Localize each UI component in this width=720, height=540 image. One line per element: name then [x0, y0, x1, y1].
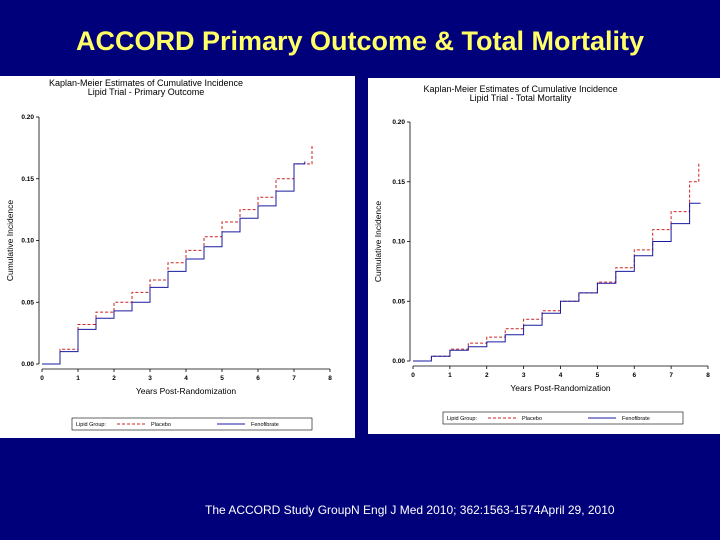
y-tick-label: 0.15	[21, 176, 34, 183]
x-tick-label: 7	[669, 372, 673, 379]
legend-box	[442, 411, 684, 425]
y-tick-label: 0.05	[392, 298, 405, 305]
y-tick-label: 0.00	[21, 361, 34, 368]
x-tick-label: 7	[292, 375, 296, 382]
x-tick-label: 8	[328, 375, 332, 382]
legend-label-placebo: Placebo	[151, 422, 171, 428]
citation: The ACCORD Study GroupN Engl J Med 2010;…	[205, 503, 615, 517]
y-axis-label: Cumulative Incidence	[5, 200, 15, 282]
chart-subtitle: Lipid Trial - Total Mortality	[470, 93, 572, 103]
legend-title: Lipid Group:	[76, 422, 106, 428]
x-axis-label: Years Post-Randomization	[510, 383, 611, 393]
series-line-placebo	[413, 163, 700, 362]
x-tick-label: 4	[184, 375, 188, 382]
legend-label-placebo: Placebo	[522, 416, 542, 422]
x-tick-label: 0	[411, 372, 415, 379]
legend-label-fenofibrate: Fenofibrate	[251, 422, 279, 428]
x-tick-label: 2	[485, 372, 489, 379]
chart-title: Kaplan-Meier Estimates of Cumulative Inc…	[423, 84, 617, 94]
x-tick-label: 4	[559, 372, 563, 379]
total-mortality-chart-panel: Kaplan-Meier Estimates of Cumulative Inc…	[368, 78, 720, 434]
x-tick-label: 6	[632, 372, 636, 379]
chart-title: Kaplan-Meier Estimates of Cumulative Inc…	[49, 78, 243, 88]
chart-subtitle: Lipid Trial - Primary Outcome	[88, 87, 205, 97]
x-tick-label: 8	[706, 372, 710, 379]
legend-box	[71, 417, 313, 431]
x-tick-label: 5	[220, 375, 224, 382]
legend-title: Lipid Group:	[447, 416, 477, 422]
y-tick-label: 0.10	[21, 238, 34, 245]
x-axis-label: Years Post-Randomization	[136, 386, 237, 396]
y-tick-label: 0.05	[21, 299, 34, 306]
y-tick-label: 0.15	[392, 179, 405, 186]
x-tick-label: 2	[112, 375, 116, 382]
y-tick-label: 0.00	[392, 358, 405, 365]
x-tick-label: 0	[40, 375, 44, 382]
total-mortality-chart: Kaplan-Meier Estimates of Cumulative Inc…	[373, 84, 710, 425]
series-line-fenofibrate	[413, 202, 701, 362]
x-tick-label: 3	[522, 372, 526, 379]
primary-outcome-chart-panel: Kaplan-Meier Estimates of Cumulative Inc…	[0, 76, 355, 438]
series-line-placebo	[42, 145, 313, 365]
y-tick-label: 0.10	[392, 239, 405, 246]
y-axis-label: Cumulative Incidence	[373, 201, 383, 283]
x-tick-label: 6	[256, 375, 260, 382]
slide-title: ACCORD Primary Outcome & Total Mortality	[75, 26, 645, 56]
y-tick-label: 0.20	[21, 114, 34, 121]
x-tick-label: 3	[148, 375, 152, 382]
legend-label-fenofibrate: Fenofibrate	[622, 416, 650, 422]
x-tick-label: 5	[596, 372, 600, 379]
y-tick-label: 0.20	[392, 119, 405, 126]
primary-outcome-chart: Kaplan-Meier Estimates of Cumulative Inc…	[5, 78, 332, 431]
series-line-fenofibrate	[42, 161, 306, 365]
x-tick-label: 1	[448, 372, 452, 379]
x-tick-label: 1	[76, 375, 80, 382]
